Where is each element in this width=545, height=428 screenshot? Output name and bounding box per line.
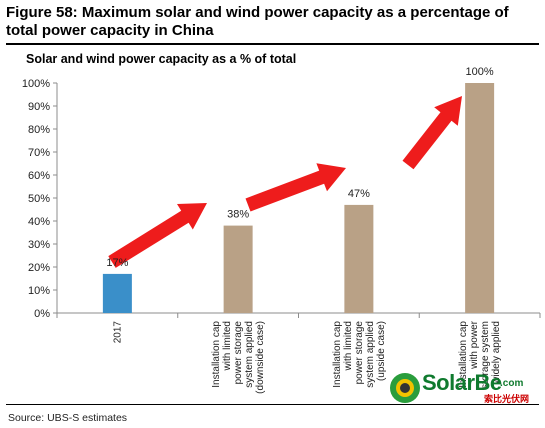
bar bbox=[102, 273, 132, 313]
footer-divider bbox=[6, 404, 539, 405]
axes: 0% 10% 20% 30% 40% 50% 60% 70% 80% 90% 100% 2017 Ins… bbox=[22, 78, 541, 394]
watermark-sub: 索比光伏网 bbox=[484, 395, 530, 405]
x-tick-label: storage system bbox=[480, 321, 491, 389]
x-tick-label: system applied bbox=[244, 321, 255, 388]
y-tick-label: 40% bbox=[28, 216, 50, 228]
x-tick-label: system applied bbox=[365, 321, 376, 388]
y-tick-label: 70% bbox=[28, 147, 50, 159]
y-tick-label: 80% bbox=[28, 124, 50, 136]
source-note: Source: UBS-S estimates bbox=[8, 412, 128, 424]
x-tick-label: Installation cap bbox=[332, 321, 343, 388]
watermark-logo: SolarBe .com 索比光伏网 bbox=[388, 367, 538, 407]
x-tick-label: power storage bbox=[354, 321, 365, 385]
arrow-shape bbox=[402, 96, 462, 170]
y-tick-label: 50% bbox=[28, 193, 50, 205]
bars: 17% 38% 47% 100% bbox=[102, 66, 495, 313]
x-tick-label: with limited bbox=[222, 321, 233, 371]
x-tick-label: (upside case) bbox=[376, 321, 387, 381]
figure-title: Figure 58: Maximum solar and wind power … bbox=[6, 4, 509, 39]
data-label: 47% bbox=[348, 188, 370, 200]
x-tick-label: power storage bbox=[233, 321, 244, 385]
title-divider bbox=[6, 43, 539, 45]
x-tick-label: Installation cap bbox=[211, 321, 222, 388]
watermark-suffix: .com bbox=[500, 378, 524, 389]
x-tick-label: 2017 bbox=[112, 321, 123, 344]
sun-flower-icon bbox=[390, 373, 420, 403]
watermark-brand: SolarBe bbox=[422, 370, 502, 395]
arrow-shape bbox=[245, 163, 346, 212]
data-label: 100% bbox=[466, 66, 494, 78]
y-tick-label: 20% bbox=[28, 262, 50, 274]
x-tick-label: (downside case) bbox=[255, 321, 266, 394]
chart-title: Solar and wind power capacity as a % of … bbox=[26, 52, 297, 66]
y-tick-label: 10% bbox=[28, 285, 50, 297]
y-tick-label: 0% bbox=[34, 308, 50, 320]
bar bbox=[223, 225, 253, 313]
x-tick-label: with limited bbox=[343, 321, 354, 371]
data-label: 17% bbox=[106, 257, 128, 269]
arrow-shape bbox=[108, 203, 207, 268]
data-label: 38% bbox=[227, 209, 249, 221]
bar bbox=[465, 83, 495, 313]
x-tick-label: with power bbox=[469, 320, 480, 369]
x-tick-label: Installation cap bbox=[458, 321, 469, 388]
y-tick-label: 90% bbox=[28, 101, 50, 113]
bar bbox=[344, 204, 374, 313]
y-tick-label: 60% bbox=[28, 170, 50, 182]
annotation-arrows bbox=[108, 96, 462, 268]
y-tick-label: 30% bbox=[28, 239, 50, 251]
x-tick-label: widely applied bbox=[491, 321, 502, 385]
y-tick-label: 100% bbox=[22, 78, 50, 90]
